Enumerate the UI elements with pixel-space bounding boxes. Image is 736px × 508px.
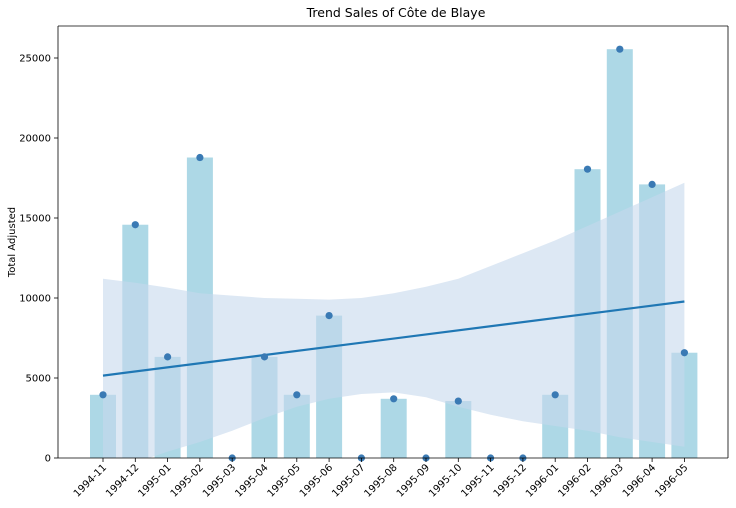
data-point (583, 165, 592, 173)
data-point (196, 153, 204, 162)
x-tick-label: 1995-09 (395, 462, 432, 499)
x-tick-label: 1995-03 (201, 462, 238, 499)
x-tick-label: 1995-05 (266, 462, 303, 499)
data-point (616, 45, 624, 53)
data-point (551, 391, 559, 399)
x-tick-label: 1995-10 (427, 462, 464, 499)
x-tick-label: 1995-01 (136, 462, 173, 499)
y-tick-label: 0 (45, 454, 51, 465)
y-tick-label: 20000 (19, 134, 51, 145)
data-point (164, 353, 172, 361)
plot-area: 05000100001500020000250001994-111994-121… (19, 25, 729, 500)
data-point (390, 395, 398, 403)
y-tick-label: 10000 (19, 294, 51, 305)
x-tick-label: 1994-11 (72, 462, 109, 499)
bar (380, 398, 407, 458)
y-tick-label: 5000 (26, 374, 51, 385)
x-tick-label: 1995-04 (233, 462, 270, 499)
data-point (325, 312, 333, 320)
y-tick-label: 15000 (19, 214, 51, 225)
x-tick-label: 1996-03 (589, 462, 626, 499)
data-point (131, 221, 139, 229)
data-point (293, 391, 301, 399)
x-tick-label: 1995-12 (492, 462, 529, 499)
chart-title: Trend Sales of Côte de Blaye (306, 5, 486, 20)
bar (445, 401, 472, 458)
x-tick-label: 1995-06 (298, 462, 335, 499)
data-point (680, 349, 689, 357)
data-point (454, 397, 462, 405)
data-point (260, 353, 269, 361)
x-tick-label: 1995-11 (459, 462, 496, 499)
x-tick-label: 1996-04 (621, 462, 658, 499)
y-axis-label: Total Adjusted (7, 207, 18, 278)
x-tick-label: 1996-01 (524, 462, 561, 499)
trend-line (102, 300, 685, 377)
confidence-band (103, 182, 685, 458)
x-tick-label: 1995-08 (362, 462, 399, 499)
y-tick-label: 25000 (19, 54, 51, 65)
x-tick-label: 1995-02 (169, 462, 206, 499)
data-point (648, 180, 656, 188)
x-tick-label: 1995-07 (330, 462, 367, 499)
x-tick-label: 1994-12 (104, 462, 141, 499)
data-point (99, 391, 107, 399)
x-tick-label: 1996-02 (556, 462, 593, 499)
x-tick-label: 1996-05 (653, 462, 690, 499)
